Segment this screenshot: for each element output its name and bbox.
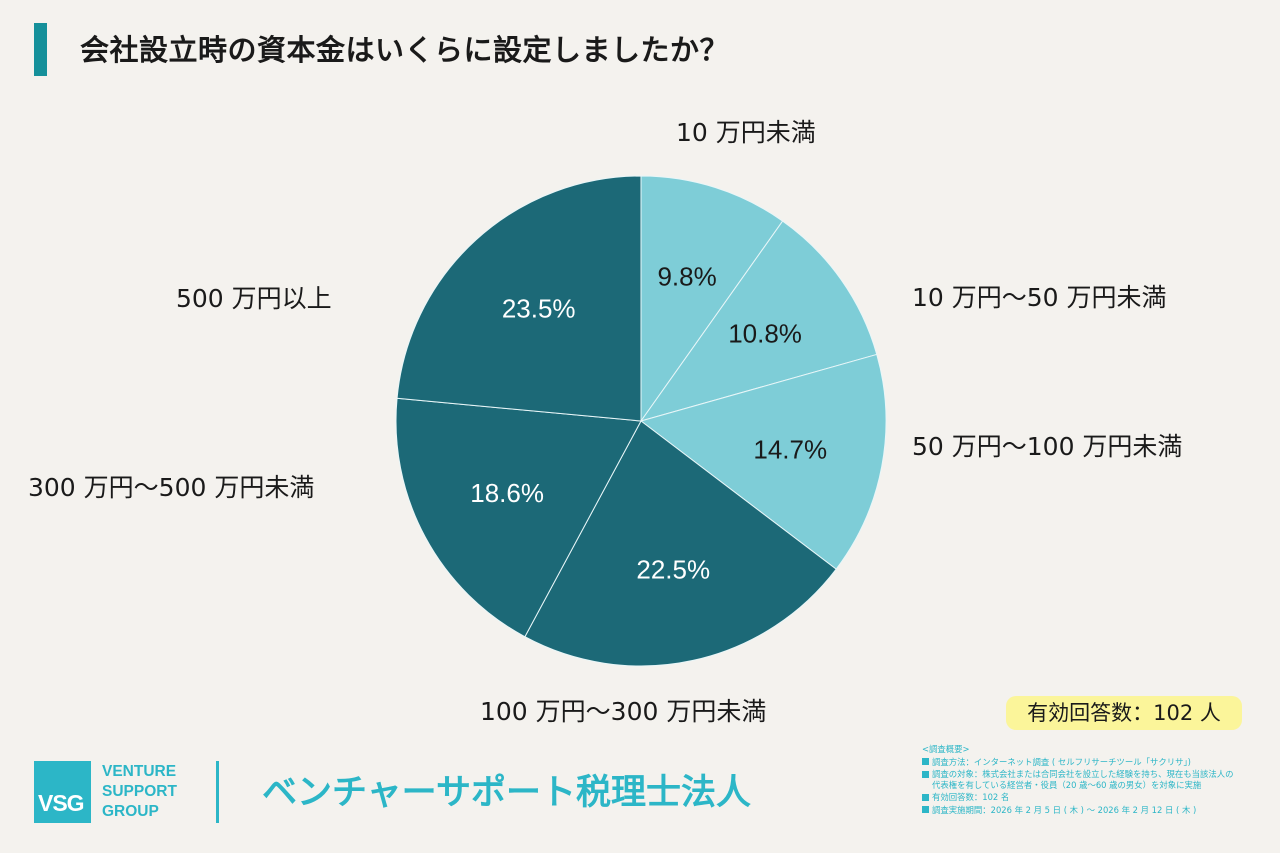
logo-line-support: SUPPORT [102, 783, 177, 800]
vsg-logo-text: VSG [38, 790, 85, 816]
slice-value-label-2: 10.8% [728, 318, 802, 348]
title-accent-bar [34, 23, 47, 76]
logo-line-group: GROUP [102, 803, 159, 820]
category-label-1: 10 万円未満 [676, 118, 816, 147]
bullet-square-icon [922, 806, 929, 813]
survey-method: 調査方法：インターネット調査 ( セルフリサーチツール「サクリサ」) [932, 756, 1191, 767]
slice-value-label-1: 9.8% [657, 261, 716, 291]
company-name: ベンチャーサポート税理士法人 [262, 773, 751, 813]
slice-value-label-5: 18.6% [470, 478, 544, 508]
survey-heading: <調査概要> [922, 744, 970, 754]
pie-slice-5 [395, 397, 642, 638]
vsg-logo-mark [34, 761, 91, 823]
chart-title: 会社設立時の資本金はいくらに設定しましたか？ [80, 33, 730, 67]
category-label-3: 50 万円〜100 万円未満 [912, 432, 1183, 461]
logo-divider [216, 761, 219, 823]
pie-slice-1 [640, 175, 784, 423]
slice-value-label-4: 22.5% [636, 554, 710, 584]
slice-value-label-6: 23.5% [502, 294, 576, 324]
bullet-square-icon [922, 770, 929, 778]
category-label-6: 500 万円以上 [176, 284, 332, 313]
vsg-logo-words: VENTURE SUPPORT GROUP [102, 762, 177, 822]
respondents-badge: 有効回答数：102 人 [1006, 696, 1242, 730]
slice-value-label-3: 14.7% [753, 434, 827, 464]
category-label-4: 100 万円〜300 万円未満 [480, 697, 767, 726]
logo-line-venture: VENTURE [102, 763, 177, 780]
bullet-square-icon [922, 793, 929, 801]
survey-overview: <調査概要> 調査方法：インターネット調査 ( セルフリサーチツール「サクリサ」… [922, 744, 1234, 815]
survey-target-cont: 代表権を有している経営者・役員（20 歳〜60 歳の男女）を対象に実施 [932, 779, 1202, 790]
pie-slice-6 [396, 175, 642, 422]
category-label-2: 10 万円〜50 万円未満 [912, 283, 1167, 312]
survey-target: 調査の対象：株式会社または合同会社を設立した経験を持ち、現在も当該法人の [932, 769, 1234, 779]
pie-slice-3 [639, 353, 887, 570]
survey-period: 調査実施期間：2026 年 2 月 5 日 ( 木 ) 〜 2026 年 2 月… [932, 804, 1197, 815]
category-label-5: 300 万円〜500 万円未満 [28, 473, 315, 502]
survey-respondents: 有効回答数：102 名 [932, 792, 1010, 802]
bullet-square-icon [922, 758, 929, 765]
pie-slice-4 [524, 420, 837, 667]
